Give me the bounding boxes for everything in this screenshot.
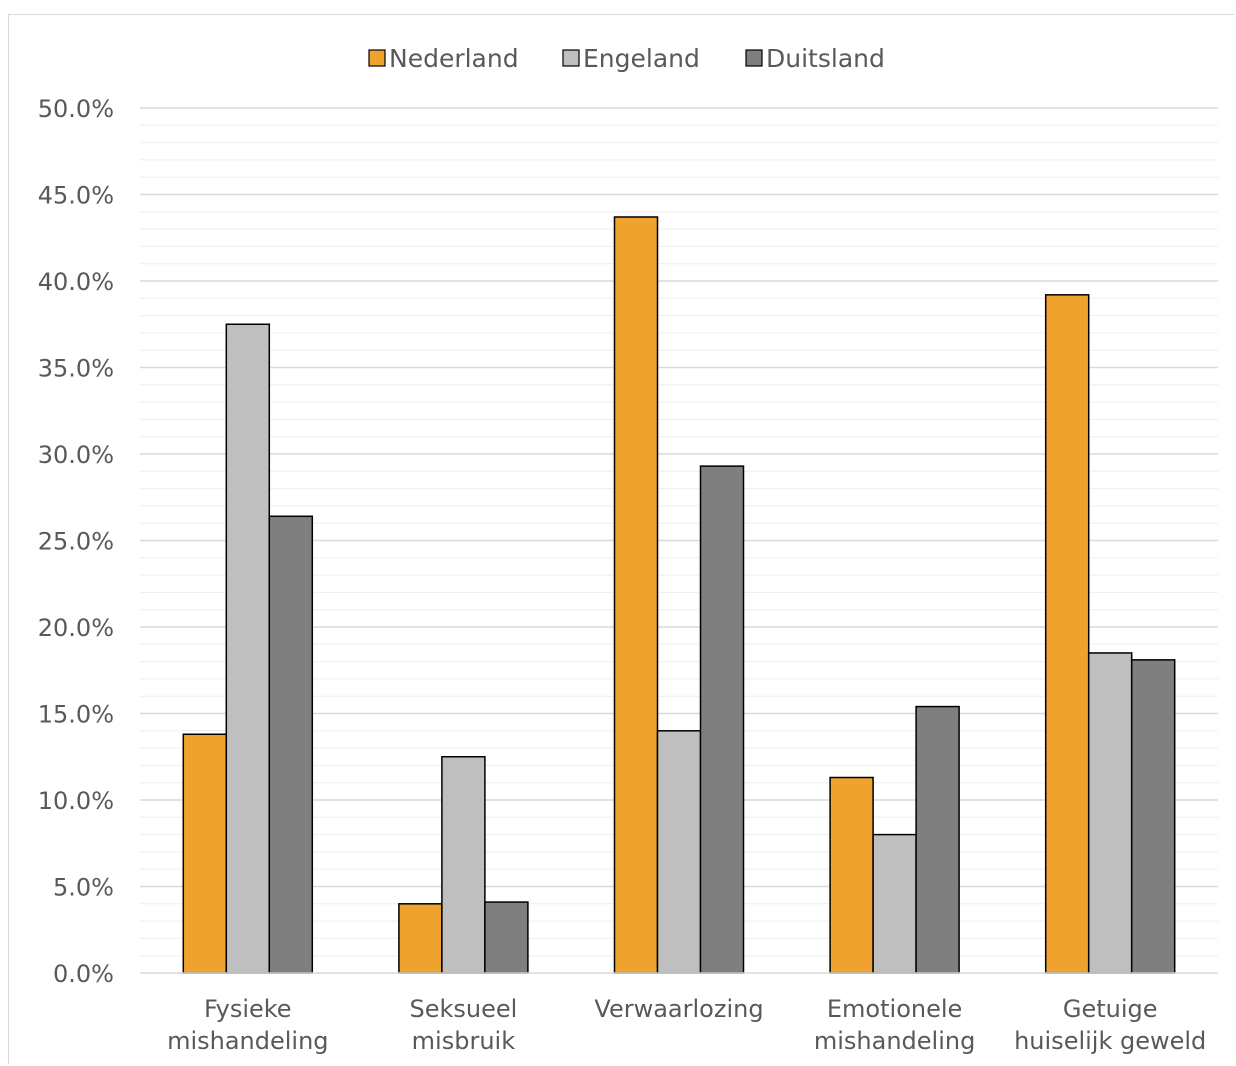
legend-label-nederland: Nederland — [389, 44, 519, 73]
bar-nederland-2 — [613, 216, 659, 974]
bar-engeland-4 — [1087, 652, 1133, 974]
x-category-line: Fysieke — [204, 995, 292, 1023]
bar-engeland-1 — [441, 756, 486, 974]
bar-engeland-0 — [225, 323, 271, 974]
x-category-label: Verwaarlozing — [594, 995, 763, 1023]
bar-nederland-3 — [829, 776, 874, 974]
y-tick-label: 40.0% — [38, 268, 114, 296]
bar-engeland-3 — [872, 833, 917, 974]
bars — [182, 216, 1176, 974]
x-category-label: Fysieke mishandeling — [167, 995, 328, 1055]
bar-nederland-0 — [182, 733, 228, 974]
x-category-label: Getuige huiselijk geweld — [1014, 995, 1206, 1055]
bar-nederland-1 — [398, 903, 443, 974]
y-tick-label: 15.0% — [38, 701, 114, 729]
y-tick-label: 10.0% — [38, 787, 114, 815]
x-category-label: Emotionele mishandeling — [814, 995, 975, 1055]
y-tick-label: 5.0% — [53, 874, 114, 902]
legend-swatch-nederland — [368, 49, 386, 67]
x-category-line: mishandeling — [167, 1027, 328, 1055]
legend-label-duitsland: Duitsland — [766, 44, 885, 73]
x-category-line: Emotionele — [827, 995, 962, 1023]
x-category-line: Getuige — [1063, 995, 1158, 1023]
legend: Nederland Engeland Duitsland — [368, 44, 885, 73]
bar-duitsland-4 — [1130, 659, 1176, 974]
y-tick-label: 20.0% — [38, 614, 114, 642]
y-axis-ticks: 0.0% 5.0% 10.0% 15.0% 20.0% 25.0% 30.0% 35.0% 40… — [38, 95, 114, 988]
bar-duitsland-3 — [915, 705, 960, 974]
x-category-line: mishandeling — [814, 1027, 975, 1055]
y-tick-label: 45.0% — [38, 182, 114, 210]
x-category-line: Verwaarlozing — [594, 995, 763, 1023]
y-tick-label: 30.0% — [38, 441, 114, 469]
y-tick-label: 0.0% — [53, 960, 114, 988]
y-tick-label: 25.0% — [38, 528, 114, 556]
y-tick-label: 50.0% — [38, 95, 114, 123]
bar-duitsland-1 — [484, 901, 529, 974]
bar-duitsland-0 — [268, 515, 314, 974]
x-axis-categories: Fysieke mishandeling Seksueel misbruik Verwa… — [167, 995, 1206, 1055]
x-category-line: misbruik — [412, 1027, 516, 1055]
x-category-label: Seksueel misbruik — [409, 995, 517, 1055]
bar-duitsland-2 — [699, 465, 745, 974]
bar-nederland-4 — [1044, 294, 1090, 974]
chart-frame — [8, 14, 1234, 1064]
y-tick-label: 35.0% — [38, 355, 114, 383]
bar-engeland-2 — [656, 730, 702, 974]
x-category-line: Seksueel — [409, 995, 517, 1023]
legend-swatch-duitsland — [745, 49, 763, 67]
legend-swatch-engeland — [562, 49, 580, 67]
legend-label-engeland: Engeland — [583, 44, 700, 73]
x-category-line: huiselijk geweld — [1014, 1027, 1206, 1055]
